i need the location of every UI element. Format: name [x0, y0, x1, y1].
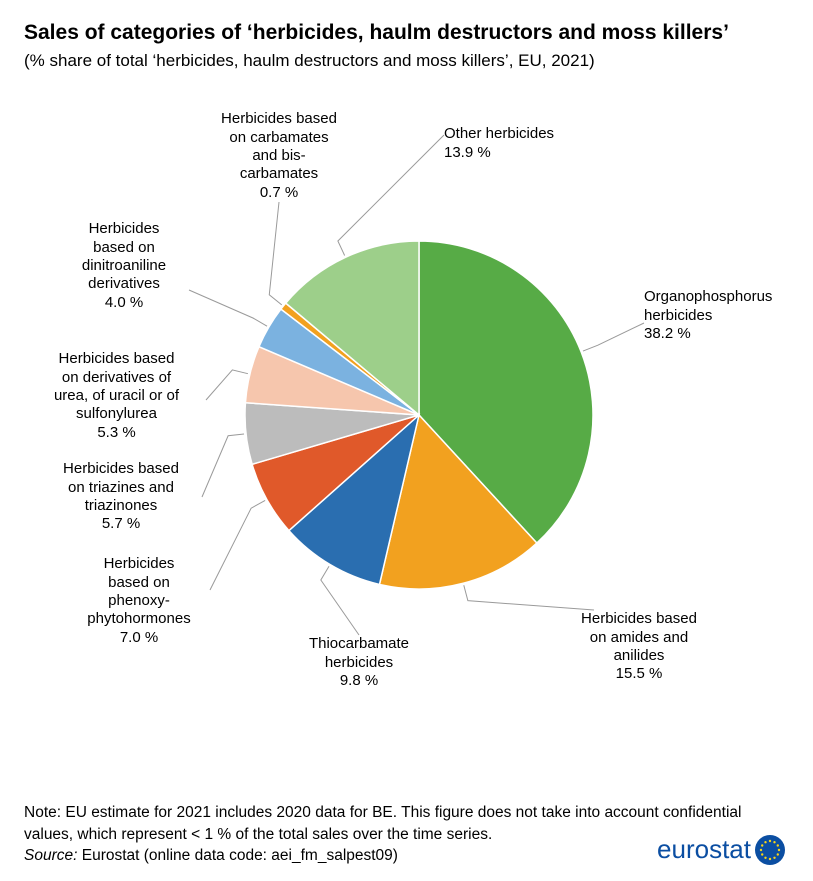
leader-line: [202, 434, 244, 497]
leader-line: [210, 501, 265, 591]
chart-container: Sales of categories of ‘herbicides, haul…: [0, 0, 813, 881]
chart-title: Sales of categories of ‘herbicides, haul…: [24, 20, 789, 46]
source-text: Eurostat (online data code: aei_fm_salpe…: [82, 847, 398, 864]
leader-line: [269, 202, 281, 305]
leader-line: [583, 323, 644, 351]
leader-line: [464, 586, 594, 611]
eurostat-logo: eurostat: [657, 834, 785, 865]
leader-line: [189, 290, 267, 326]
chart-footer: Note: EU estimate for 2021 includes 2020…: [24, 802, 789, 865]
pie-plot-area: Organophosphorus herbicides 38.2 %Herbic…: [24, 80, 789, 700]
pie-chart: [24, 80, 813, 700]
eu-flag-icon: [755, 835, 785, 865]
eurostat-logo-text: eurostat: [657, 834, 751, 865]
chart-subtitle: (% share of total ‘herbicides, haulm des…: [24, 50, 789, 72]
leader-line: [206, 370, 248, 400]
leader-line: [338, 135, 444, 255]
source-prefix: Source:: [24, 847, 82, 864]
